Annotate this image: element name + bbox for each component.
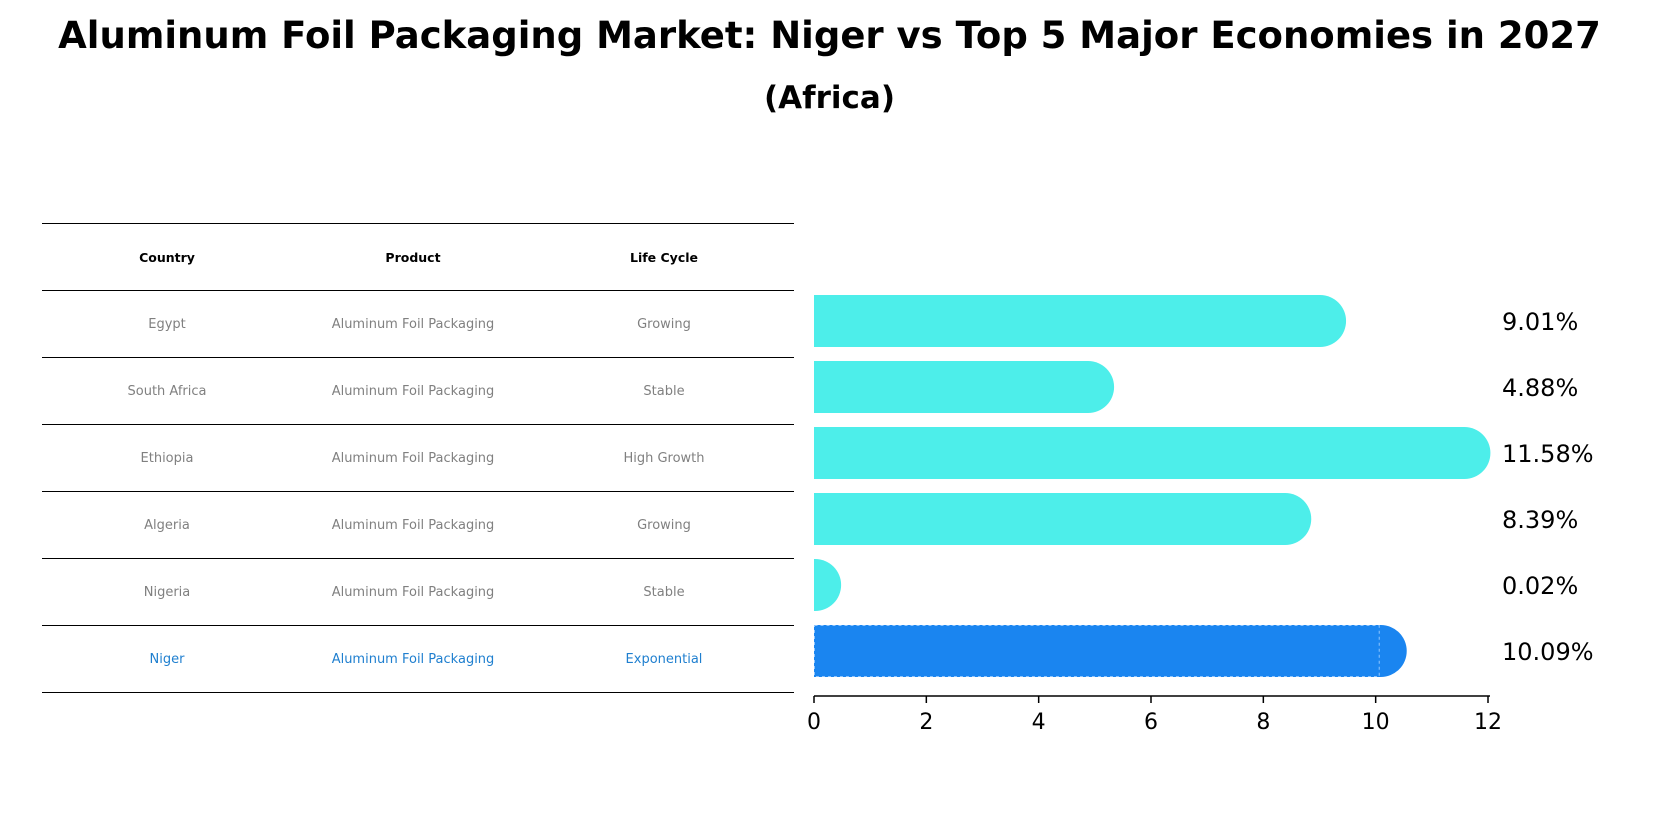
bar-south-africa (814, 361, 1115, 413)
product-cell: Aluminum Foil Packaging (331, 651, 495, 667)
product-cell: Aluminum Foil Packaging (331, 450, 495, 466)
country-cell: Niger (149, 651, 185, 667)
table-row: Nigeria Aluminum Foil Packaging Stable (42, 558, 794, 625)
x-tick-label: 2 (919, 710, 933, 735)
table-row: Algeria Aluminum Foil Packaging Growing (42, 491, 794, 558)
country-cell: Algeria (144, 517, 190, 533)
x-tick-label: 6 (1144, 710, 1158, 735)
country-cell: Ethiopia (140, 450, 194, 466)
x-tick-label: 4 (1032, 710, 1046, 735)
bar-value-label: 9.01% (1502, 308, 1578, 336)
header-product: Product (385, 249, 441, 265)
life-cycle-cell: Stable (643, 383, 685, 399)
table-header-row: Country Product Life Cycle (42, 223, 794, 290)
x-tick-label: 10 (1362, 710, 1390, 735)
bar-niger (814, 625, 1407, 677)
bar-value-label: 4.88% (1502, 374, 1578, 402)
country-cell: South Africa (127, 383, 207, 399)
country-cell: Egypt (148, 316, 186, 332)
product-cell: Aluminum Foil Packaging (331, 316, 495, 332)
life-cycle-cell: Exponential (625, 651, 703, 667)
data-table: Country Product Life Cycle Egypt Aluminu… (42, 223, 794, 693)
life-cycle-cell: Stable (643, 584, 685, 600)
life-cycle-cell: Growing (637, 517, 691, 533)
bar-egypt (814, 295, 1347, 347)
x-tick-label: 8 (1256, 710, 1270, 735)
life-cycle-cell: Growing (637, 316, 691, 332)
bar-ethiopia (814, 427, 1491, 479)
bar-value-label: 8.39% (1502, 506, 1578, 534)
bar-nigeria (814, 559, 842, 611)
bar-value-label: 10.09% (1502, 638, 1594, 666)
product-cell: Aluminum Foil Packaging (331, 584, 495, 600)
bar-value-label: 0.02% (1502, 572, 1578, 600)
bar-algeria (814, 493, 1312, 545)
chart-subtitle: (Africa) (763, 80, 896, 116)
product-cell: Aluminum Foil Packaging (331, 383, 495, 399)
bar-highlight-outline (814, 625, 1380, 677)
table-row: South Africa Aluminum Foil Packaging Sta… (42, 357, 794, 424)
x-tick-label: 0 (807, 710, 821, 735)
table-row-highlighted: Niger Aluminum Foil Packaging Exponentia… (42, 625, 794, 693)
header-life-cycle: Life Cycle (629, 249, 698, 265)
x-tick-label: 12 (1474, 710, 1502, 735)
table-row: Egypt Aluminum Foil Packaging Growing (42, 290, 794, 357)
header-country: Country (139, 249, 195, 265)
table-row: Ethiopia Aluminum Foil Packaging High Gr… (42, 424, 794, 491)
life-cycle-cell: High Growth (623, 450, 705, 466)
country-cell: Nigeria (143, 584, 191, 600)
bar-value-label: 11.58% (1502, 440, 1594, 468)
chart-title: Aluminum Foil Packaging Market: Niger vs… (58, 14, 1601, 57)
product-cell: Aluminum Foil Packaging (331, 517, 495, 533)
